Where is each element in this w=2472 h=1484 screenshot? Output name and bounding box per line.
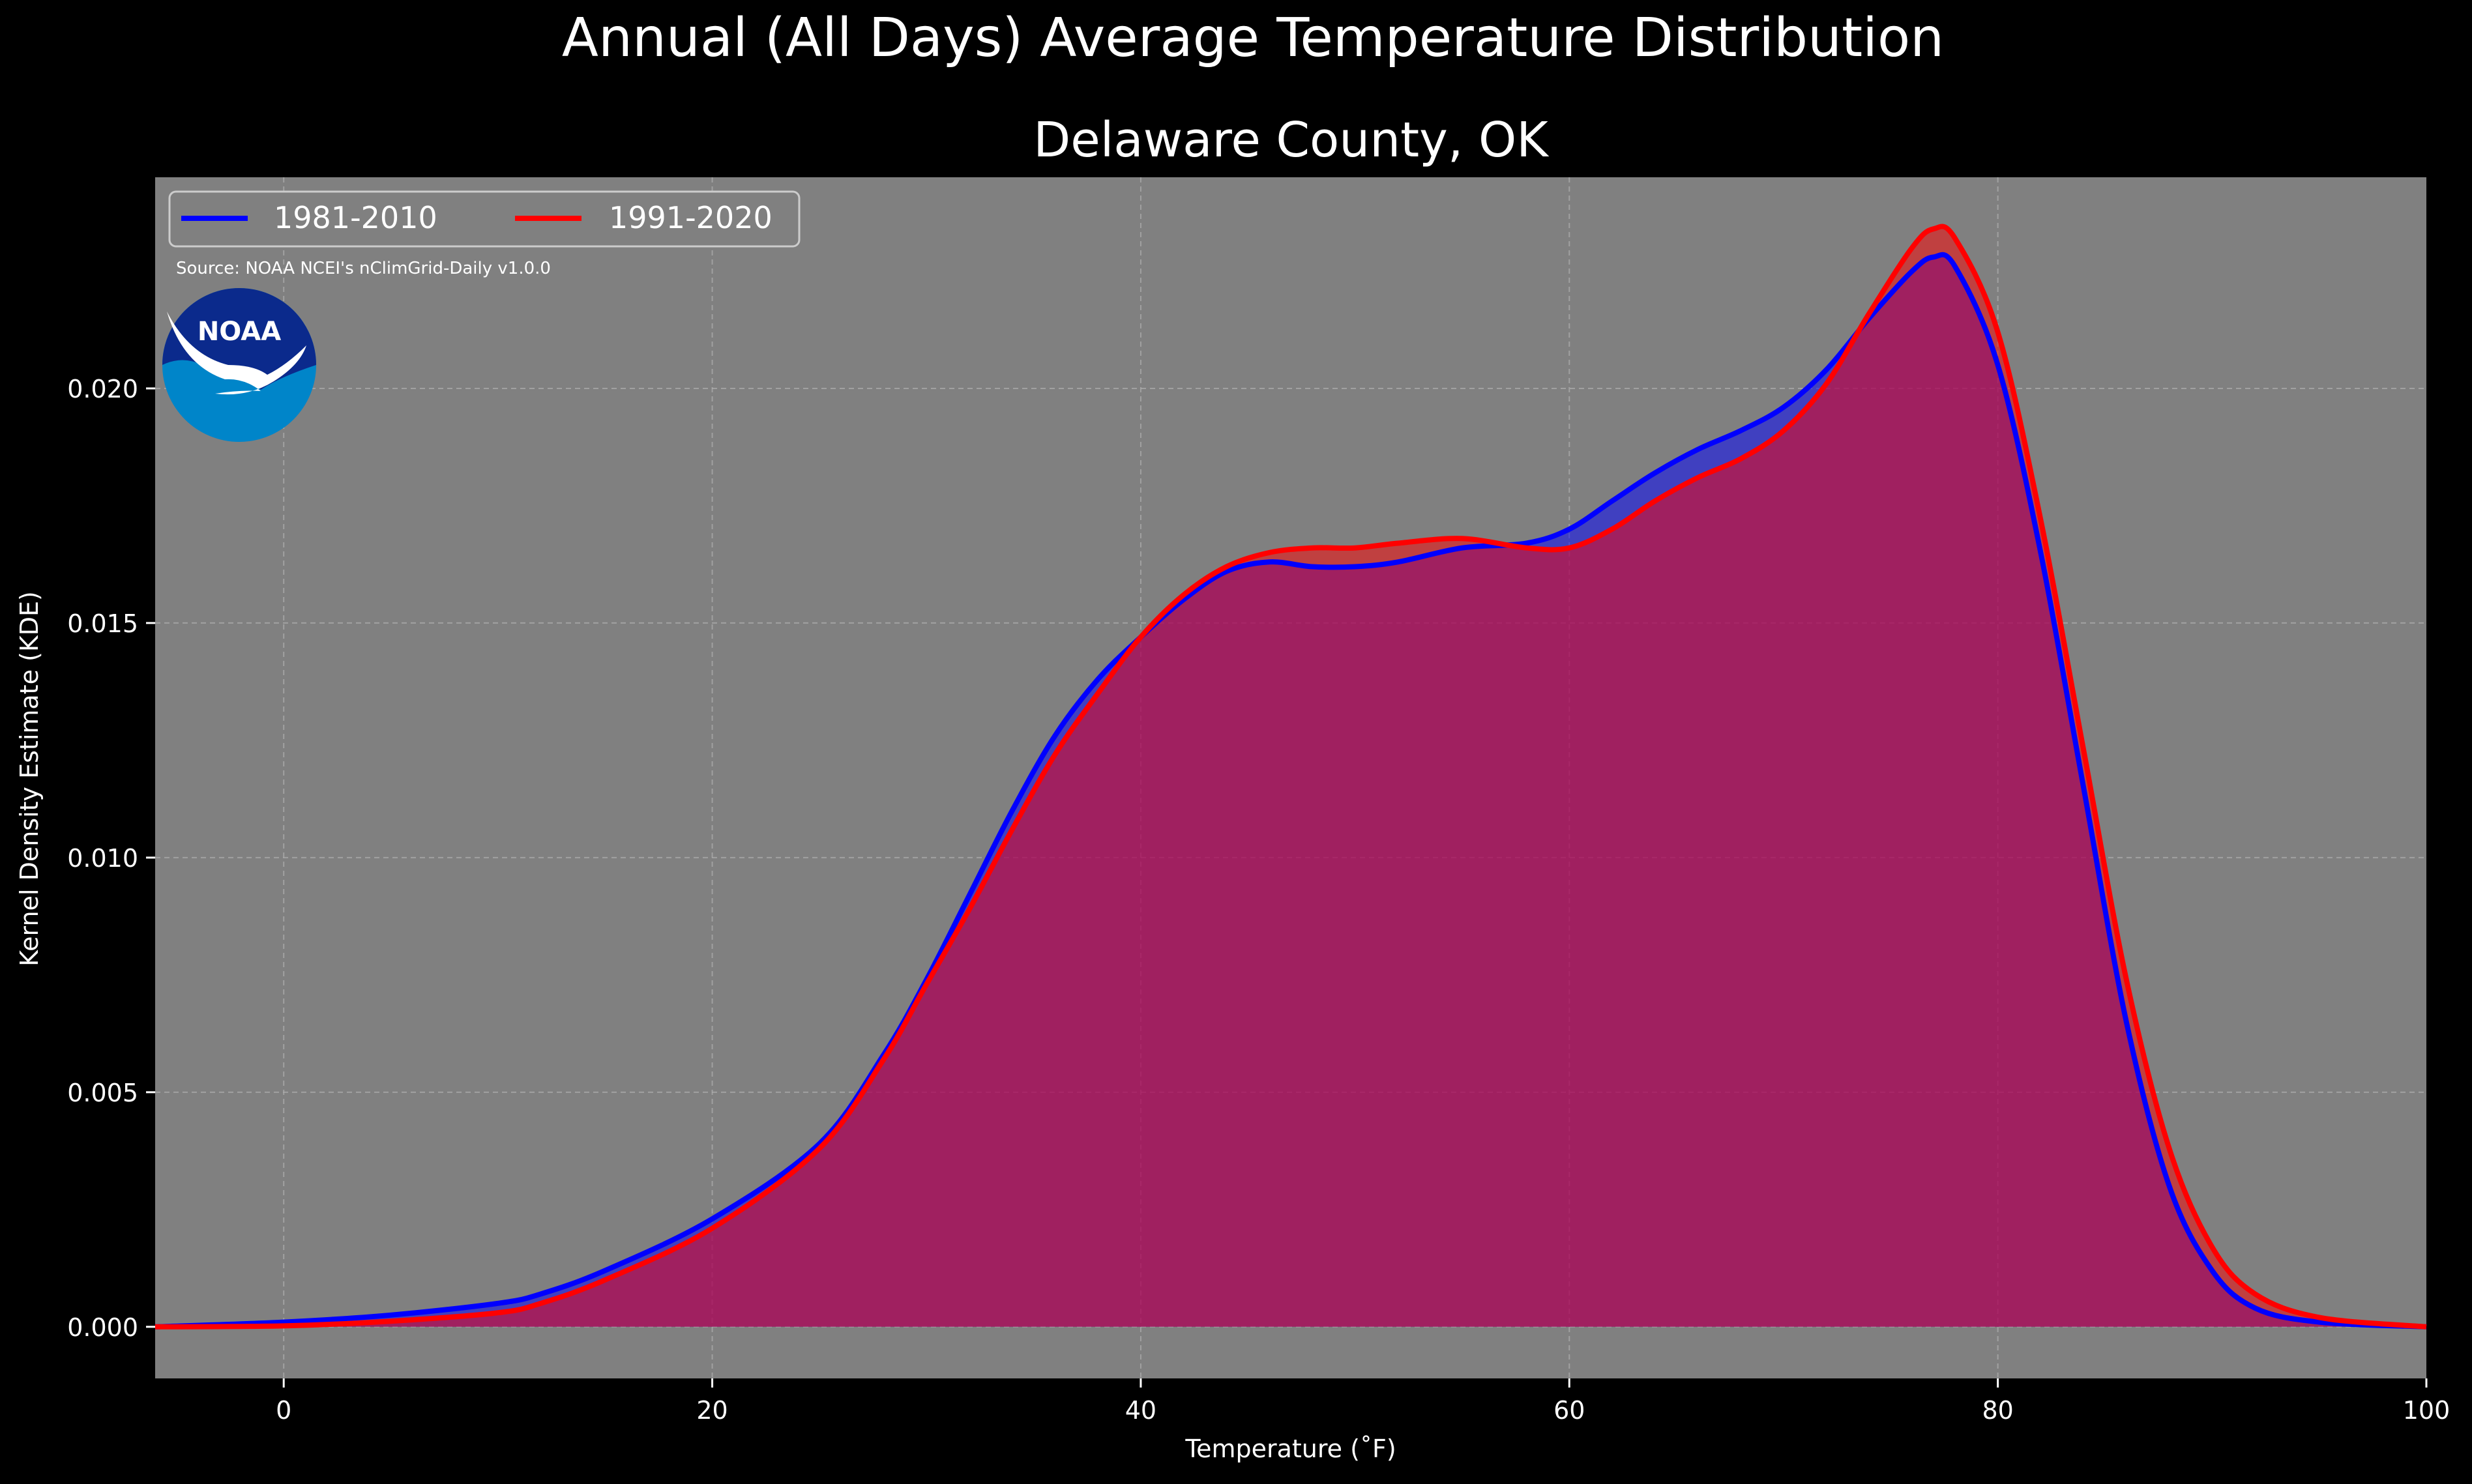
series-area-2 xyxy=(155,226,2426,1327)
x-tick-label-2: 40 xyxy=(1125,1396,1156,1425)
legend-label-1: 1981-2010 xyxy=(274,200,437,235)
noaa-logo: NOAA xyxy=(162,288,316,442)
y-tick-label-1: 0.005 xyxy=(67,1079,138,1107)
series-line-2 xyxy=(154,224,2427,1330)
legend-box xyxy=(168,190,801,248)
y-axis-label: Kernel Density Estimate (KDE) xyxy=(15,591,44,967)
y-tick-label-2: 0.010 xyxy=(67,844,138,873)
y-tick-label-0: 0.000 xyxy=(67,1313,138,1342)
x-tick-label-0: 0 xyxy=(276,1396,291,1425)
x-tick-label-5: 100 xyxy=(2403,1396,2450,1425)
density-lines xyxy=(154,224,2427,1330)
x-axis-label: Temperature (˚F) xyxy=(1184,1434,1396,1463)
x-tick-label-3: 60 xyxy=(1553,1396,1585,1425)
y-tick-label-4: 0.020 xyxy=(67,375,138,403)
legend-label-2: 1991-2020 xyxy=(609,200,772,235)
chart-subtitle: Delaware County, OK xyxy=(1033,112,1550,168)
source-note: Source: NOAA NCEI's nClimGrid-Daily v1.0… xyxy=(176,259,551,278)
legend: 1981-2010 1991-2020 xyxy=(168,190,801,248)
x-tick-label-1: 20 xyxy=(696,1396,728,1425)
series-line-1 xyxy=(154,252,2427,1330)
x-axis-ticks: 0 20 40 60 80 100 xyxy=(276,1378,2450,1425)
y-axis-ticks: 0.000 0.005 0.010 0.015 0.020 xyxy=(67,375,155,1342)
x-tick-label-4: 80 xyxy=(1982,1396,2013,1425)
y-tick-label-3: 0.015 xyxy=(67,609,138,638)
chart-title: Annual (All Days) Average Temperature Di… xyxy=(562,7,1944,69)
density-areas xyxy=(155,226,2426,1327)
noaa-logo-text: NOAA xyxy=(198,317,281,347)
